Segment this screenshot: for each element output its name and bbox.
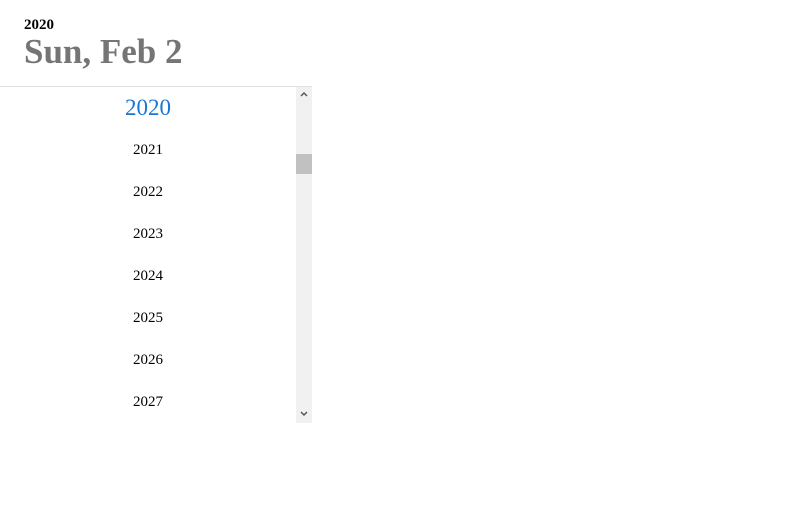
- picker-header: 2020 Sun, Feb 2: [0, 0, 312, 87]
- year-list-scrollbar[interactable]: [296, 87, 312, 423]
- year-list: 2020 2021 2022 2023 2024 2025 2026 2027: [0, 87, 296, 423]
- chevron-up-icon: [300, 92, 308, 97]
- year-option[interactable]: 2021: [133, 142, 163, 158]
- chevron-down-icon: [300, 411, 308, 416]
- year-option[interactable]: 2027: [133, 394, 163, 410]
- header-date[interactable]: Sun, Feb 2: [24, 32, 183, 71]
- header-year[interactable]: 2020: [24, 17, 54, 33]
- year-option[interactable]: 2022: [133, 184, 163, 200]
- scroll-thumb[interactable]: [296, 154, 312, 174]
- date-picker: 2020 Sun, Feb 2 2020 2021 2022 2023 2024…: [0, 0, 312, 423]
- year-option[interactable]: 2025: [133, 310, 163, 326]
- year-option[interactable]: 2024: [133, 268, 163, 284]
- year-option[interactable]: 2023: [133, 226, 163, 242]
- year-option[interactable]: 2026: [133, 352, 163, 368]
- year-option-selected[interactable]: 2020: [125, 95, 171, 120]
- scroll-down-arrow[interactable]: [296, 407, 312, 423]
- scroll-up-arrow[interactable]: [296, 87, 312, 103]
